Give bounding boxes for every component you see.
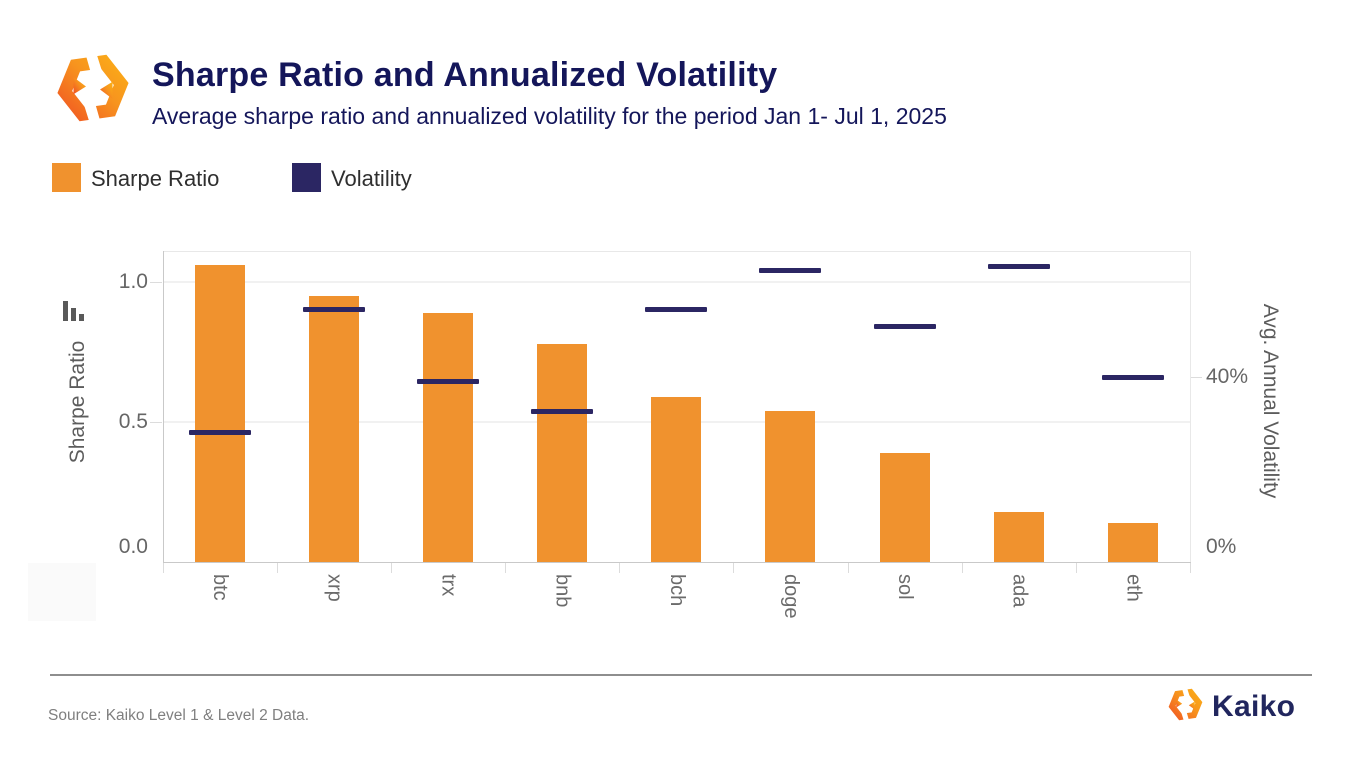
x-axis-tick: [162, 563, 164, 573]
volatility-marker-bnb: [531, 408, 594, 414]
x-axis-tick: [1075, 563, 1077, 573]
x-axis-label-xrp: xrp: [323, 574, 346, 602]
x-axis-label-bnb: bnb: [551, 574, 574, 608]
volatility-marker-trx: [416, 378, 479, 384]
volatility-marker-sol: [873, 323, 936, 329]
plot-border-top: [162, 251, 1190, 252]
left-axis-tick-label: 0.5: [118, 410, 148, 433]
x-axis-label-btc: btc: [209, 574, 232, 601]
volatility-marker-bch: [645, 306, 708, 312]
gridline-1.0: [163, 281, 1190, 283]
x-axis-tick: [276, 563, 278, 573]
right-axis-tick-label: 40%: [1206, 365, 1249, 388]
volatility-marker-eth: [1101, 374, 1164, 380]
page-subtitle: Average sharpe ratio and annualized vola…: [152, 103, 947, 129]
left-axis-tick-label: 1.0: [118, 270, 148, 293]
faint-watermark: [28, 563, 96, 621]
x-axis-label-ada: ada: [1008, 574, 1031, 608]
plot-border-right: [1190, 251, 1191, 562]
sharpe-bar-trx: [422, 312, 473, 562]
left-axis-tick: [150, 422, 162, 423]
volatility-marker-doge: [759, 268, 822, 274]
x-axis-tick: [847, 563, 849, 573]
right-axis-title: Avg. Annual Volatility: [1259, 303, 1282, 499]
page-title: Sharpe Ratio and Annualized Volatility: [152, 56, 778, 94]
x-axis-label-sol: sol: [894, 574, 917, 600]
right-axis-tick-label: 0%: [1206, 535, 1237, 558]
plot-border-bottom: [162, 562, 1191, 563]
left-axis-tick: [150, 282, 162, 283]
sharpe-bar-sol: [879, 452, 930, 562]
x-axis-label-trx: trx: [437, 574, 460, 597]
kaiko-wordmark: Kaiko: [1212, 690, 1296, 723]
sharpe-bar-bch: [651, 396, 702, 562]
x-axis-tick: [733, 563, 735, 573]
bar-chart-icon: [63, 301, 84, 321]
right-axis-tick: [1190, 377, 1202, 378]
x-axis-label-bch: bch: [665, 574, 688, 607]
volatility-marker-btc: [188, 429, 251, 435]
x-axis-tick: [390, 563, 392, 573]
footer-divider: [50, 674, 1312, 676]
kaiko-footer-logo-icon: [1168, 686, 1203, 723]
x-axis-tick: [619, 563, 621, 573]
sharpe-bar-ada: [993, 511, 1044, 562]
volatility-marker-ada: [987, 264, 1050, 269]
sharpe-bar-doge: [765, 410, 816, 562]
sharpe-bar-btc: [194, 265, 245, 562]
source-note: Source: Kaiko Level 1 & Level 2 Data.: [48, 707, 310, 724]
legend-swatch-volatility: [292, 163, 321, 192]
legend-label-volatility: Volatility: [331, 166, 412, 191]
x-axis-label-eth: eth: [1122, 574, 1145, 602]
kaiko-logo-icon: [57, 49, 129, 127]
x-axis-label-doge: doge: [779, 574, 802, 619]
sharpe-bar-eth: [1107, 522, 1158, 562]
sharpe-bar-bnb: [537, 343, 588, 562]
sharpe-bar-xrp: [308, 296, 359, 562]
left-axis-tick-label: 0.0: [118, 535, 148, 558]
volatility-marker-xrp: [302, 306, 365, 312]
x-axis-tick: [1190, 563, 1191, 573]
x-axis-tick: [961, 563, 963, 573]
legend-swatch-sharpe-ratio: [52, 163, 81, 192]
x-axis-tick: [505, 563, 506, 573]
plot-border-left: [162, 251, 164, 562]
legend-label-sharpe-ratio: Sharpe Ratio: [91, 166, 220, 191]
